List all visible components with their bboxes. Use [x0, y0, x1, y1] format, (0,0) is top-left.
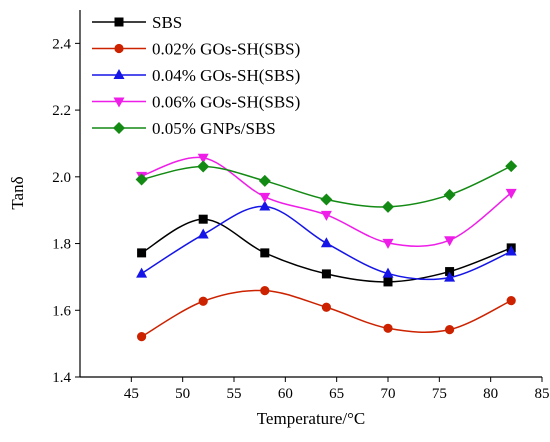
- legend-label: 0.05% GNPs/SBS: [152, 119, 276, 138]
- y-tick-label: 2.2: [52, 103, 71, 119]
- data-point: [198, 214, 208, 224]
- x-axis-ticks: 45 50 55 60 65 70 75 80 85: [124, 377, 550, 402]
- y-tick-label: 1.4: [52, 370, 71, 386]
- legend-marker: [113, 69, 125, 79]
- x-tick-label: 75: [432, 386, 447, 402]
- legend: SBS 0.02% GOs-SH(SBS) 0.04% GOs-SH(SBS) 0.0…: [92, 13, 300, 138]
- series-3: [136, 200, 517, 282]
- legend-label: 0.04% GOs-SH(SBS): [152, 66, 300, 85]
- x-tick-label: 55: [227, 386, 242, 402]
- data-point: [260, 285, 270, 296]
- legend-label: 0.06% GOs-SH(SBS): [152, 93, 300, 112]
- data-point: [383, 277, 393, 287]
- legend-label: 0.02% GOs-SH(SBS): [152, 40, 300, 59]
- legend-label: SBS: [152, 13, 182, 32]
- y-tick-label: 2.0: [52, 170, 71, 186]
- legend-item: SBS: [92, 13, 182, 32]
- data-point: [135, 173, 148, 186]
- data-point: [445, 325, 455, 335]
- x-axis-label: Temperature/°C: [257, 409, 366, 428]
- y-axis-ticks: 1.4 1.6 1.8 2.0 2.2 2.4: [52, 36, 80, 386]
- data-point: [198, 296, 208, 306]
- legend-item: 0.05% GNPs/SBS: [92, 119, 276, 138]
- x-tick-label: 65: [329, 386, 344, 402]
- data-point: [320, 193, 333, 206]
- x-tick-label: 60: [278, 386, 293, 402]
- x-tick-label: 80: [483, 386, 498, 402]
- data-point: [382, 267, 394, 278]
- y-tick-label: 1.8: [52, 237, 71, 253]
- plot-area: [79, 10, 542, 378]
- data-point: [505, 188, 517, 199]
- y-tick-label: 2.4: [52, 36, 71, 52]
- data-point: [136, 267, 148, 278]
- series-5: [135, 160, 518, 213]
- data-point: [383, 323, 393, 333]
- data-point: [320, 210, 332, 221]
- series-2: [137, 285, 516, 342]
- data-point: [321, 269, 331, 279]
- legend-item: 0.04% GOs-SH(SBS): [92, 66, 300, 85]
- legend-marker: [114, 43, 124, 54]
- x-tick-label: 70: [381, 386, 396, 402]
- data-point: [137, 248, 147, 258]
- legend-marker: [113, 97, 125, 108]
- series-layer: [135, 153, 518, 342]
- data-point: [258, 174, 271, 187]
- y-axis-label: Tanδ: [8, 176, 27, 209]
- data-point: [320, 237, 332, 248]
- data-point: [321, 302, 331, 312]
- data-point: [382, 238, 394, 249]
- legend-item: 0.02% GOs-SH(SBS): [92, 40, 300, 59]
- data-point: [505, 160, 518, 173]
- data-point: [197, 160, 210, 173]
- data-point: [443, 188, 456, 201]
- x-tick-label: 50: [175, 386, 190, 402]
- data-point: [444, 271, 456, 282]
- data-point: [137, 332, 147, 342]
- data-point: [259, 192, 271, 203]
- data-point: [197, 228, 209, 239]
- legend-item: 0.06% GOs-SH(SBS): [92, 93, 300, 112]
- series-line: [141, 289, 512, 338]
- data-point: [260, 248, 270, 258]
- legend-marker: [114, 17, 124, 27]
- x-tick-label: 85: [535, 386, 550, 402]
- data-point: [382, 200, 394, 213]
- x-tick-label: 45: [124, 386, 139, 402]
- data-point: [444, 236, 456, 247]
- y-tick-label: 1.6: [52, 303, 71, 319]
- data-point: [259, 200, 271, 211]
- data-point: [506, 295, 516, 306]
- legend-marker: [113, 122, 125, 134]
- data-point: [505, 245, 517, 256]
- data-point: [197, 153, 209, 164]
- data-point: [445, 267, 455, 277]
